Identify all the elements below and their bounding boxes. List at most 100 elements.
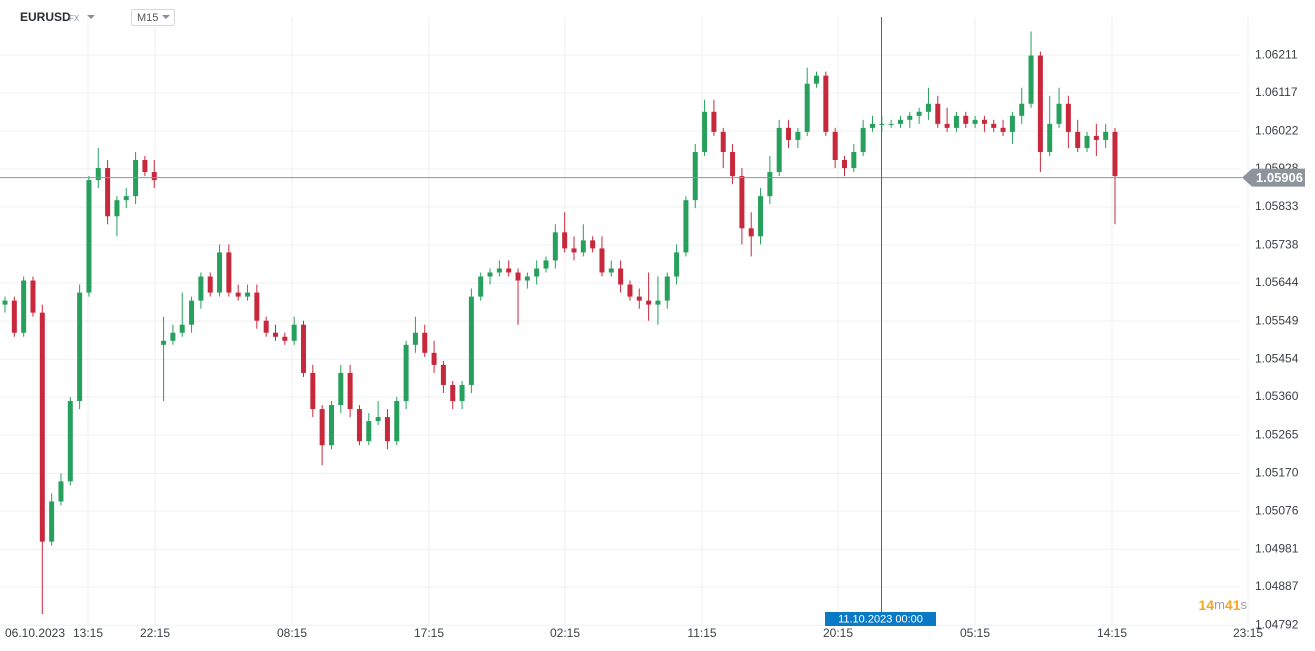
candle-body (142, 160, 148, 173)
candle-body (226, 252, 232, 293)
candle-body (403, 344, 409, 402)
timeframe[interactable]: M15 (137, 12, 158, 24)
candle-body (487, 272, 493, 277)
candle-body (11, 300, 17, 333)
candle-body (925, 103, 931, 112)
candle-body (366, 421, 372, 442)
candle-body (170, 332, 176, 341)
candle-body (776, 127, 782, 173)
candle-body (674, 252, 680, 277)
candle-body (823, 75, 829, 132)
candle-body (1037, 55, 1043, 152)
candle-body (245, 292, 251, 297)
candle-body (972, 119, 978, 124)
candle-body (702, 111, 708, 152)
countdown-part: 41 (1225, 597, 1241, 613)
candle-body (105, 168, 111, 217)
overlay: 1.062111.061171.060221.059281.058331.057… (0, 17, 1305, 640)
candle-body (767, 172, 773, 197)
candle-body (49, 501, 55, 542)
y-tick-label: 1.05265 (1255, 427, 1299, 441)
y-tick-label: 1.05833 (1255, 199, 1299, 213)
x-tick-label: 20:15 (823, 626, 853, 640)
y-tick-label: 1.05644 (1255, 275, 1299, 289)
candle-body (683, 200, 689, 253)
countdown-part: s (1241, 597, 1248, 612)
candle-body (534, 268, 540, 277)
candle-body (384, 417, 390, 442)
candle-body (1000, 127, 1006, 132)
timeframe-button[interactable] (131, 9, 175, 26)
candle-body (841, 160, 847, 169)
candle-body (758, 196, 764, 237)
candle-body (58, 481, 64, 502)
candle-body (515, 272, 521, 281)
symbol-dropdown[interactable] (87, 15, 95, 19)
x-tick-label: 08:15 (277, 626, 307, 640)
candle-body (692, 151, 698, 201)
candle-body (580, 240, 586, 253)
candle-body (1103, 131, 1109, 140)
candle-body (291, 324, 297, 341)
y-tick-label: 1.06211 (1255, 47, 1298, 61)
grid (0, 17, 1249, 626)
candle-body (720, 131, 726, 152)
candle-body (67, 401, 73, 482)
candle-body (1093, 135, 1099, 140)
candle-body (21, 280, 27, 333)
x-tick-label: 06.10.2023 (5, 626, 65, 640)
candle-body (1065, 103, 1071, 132)
y-tick-label: 1.05454 (1255, 351, 1299, 365)
candle-body (217, 252, 223, 293)
candle-body (459, 384, 465, 402)
x-tick-label: 13:15 (73, 626, 103, 640)
candle-body (636, 296, 642, 301)
candle-body (599, 248, 605, 273)
candle-body (832, 131, 838, 161)
candle-body (608, 268, 614, 273)
candle-body (814, 75, 820, 84)
candle-body (851, 151, 857, 169)
candle-body (207, 276, 213, 293)
candle-body (273, 332, 279, 337)
candle-body (944, 123, 950, 128)
candle-body (711, 111, 717, 132)
y-tick-label: 1.05738 (1255, 237, 1299, 251)
candle-body (552, 232, 558, 261)
candle-body (1009, 115, 1015, 132)
x-tick-label: 02:15 (550, 626, 580, 640)
candle-body (795, 131, 801, 140)
candle-body (347, 372, 353, 410)
candle-body (2, 300, 8, 305)
candle-body (394, 401, 400, 442)
candle-body (646, 300, 652, 305)
candle-body (1112, 131, 1118, 177)
candle-body (86, 180, 92, 293)
candle-body (179, 324, 185, 333)
candle-body (506, 268, 512, 273)
symbol[interactable]: EURUSD (20, 10, 71, 24)
candle-body (478, 276, 484, 297)
candle-body (618, 268, 624, 285)
candle-body (151, 172, 157, 181)
x-tick-label: 22:15 (140, 626, 170, 640)
candle-body (338, 372, 344, 406)
candle-body (571, 248, 577, 253)
candle-body (543, 260, 549, 269)
candle-body (1019, 103, 1025, 116)
candle-body (468, 296, 474, 385)
y-tick-label: 1.05549 (1255, 313, 1299, 327)
candle-body (114, 200, 120, 217)
candle-body (95, 168, 101, 181)
candle-body (907, 115, 913, 120)
y-tick-label: 1.05076 (1255, 503, 1299, 517)
candle-body (804, 83, 810, 132)
y-tick-label: 1.05170 (1255, 466, 1299, 480)
candle-body (953, 115, 959, 128)
candle-body (935, 103, 941, 124)
candle-body (161, 340, 167, 345)
candle-body (77, 292, 83, 402)
timeframe-dropdown[interactable] (162, 15, 170, 19)
